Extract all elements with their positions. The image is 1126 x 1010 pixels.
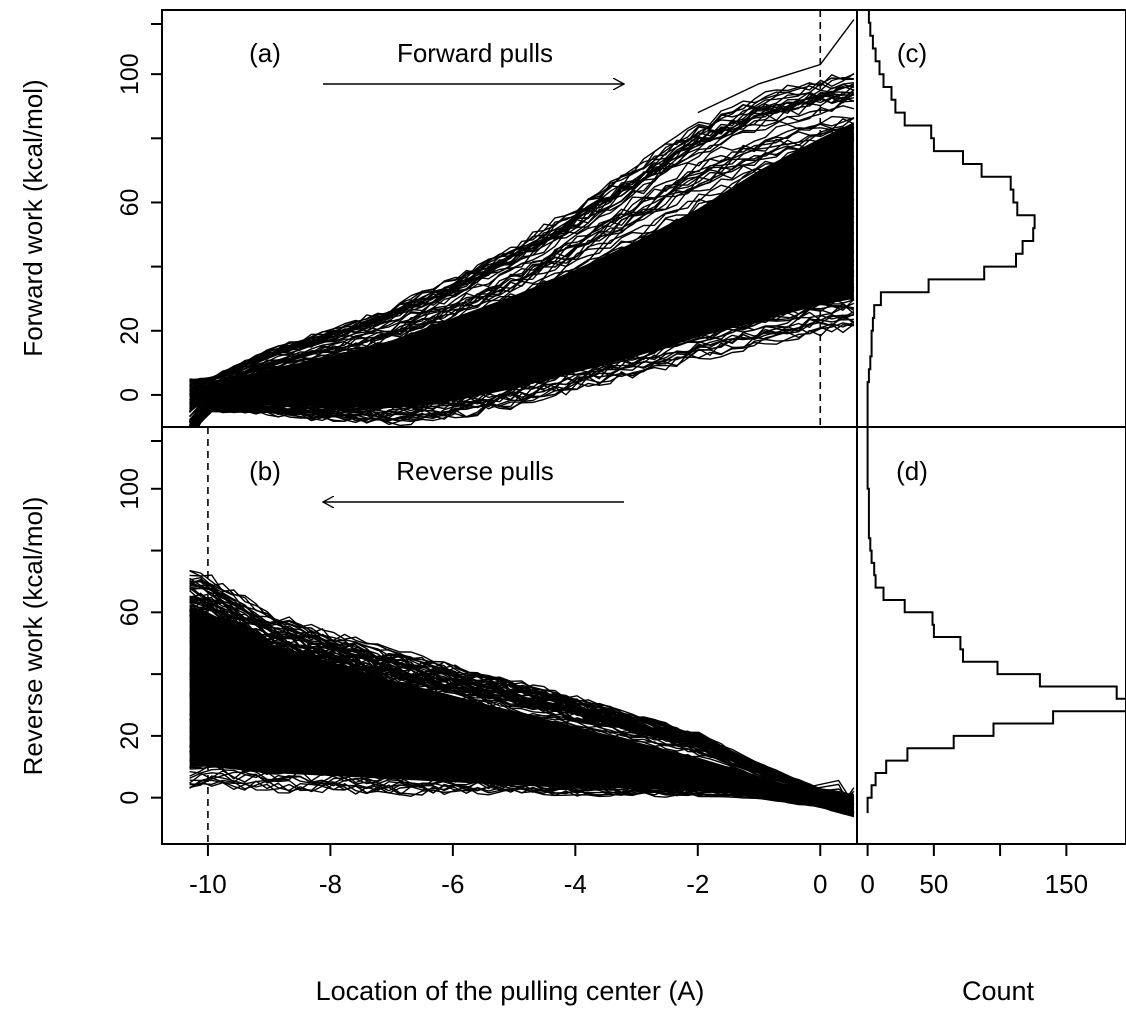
trajectory-line <box>189 678 855 807</box>
x-tick-label: 0 <box>813 869 827 899</box>
y-tick-label: 20 <box>116 722 144 750</box>
trajectory-line <box>190 275 855 427</box>
count-xlabel: Count <box>962 976 1035 1006</box>
trajectory-line <box>191 271 855 427</box>
panel-c-label: (c) <box>897 38 927 68</box>
trajectory-line <box>189 379 212 396</box>
x-tick-label: -8 <box>319 869 342 899</box>
trajectory-line <box>189 570 855 797</box>
trajectory-line <box>189 206 855 413</box>
x-tick-label: 150 <box>1045 869 1088 899</box>
trajectory-line <box>194 286 855 427</box>
trajectory-line <box>189 255 855 427</box>
trajectory-line <box>196 322 855 427</box>
trajectory-line <box>189 584 855 798</box>
panel-b-reverse-work: 0 20 60 100 (b) Reverse pulls Reverse work … <box>18 427 855 844</box>
y-tick-label: 0 <box>116 791 144 805</box>
trajectory-line <box>189 182 855 409</box>
trajectory-line <box>189 657 855 804</box>
trajectory-line <box>758 797 855 809</box>
panel-d-label: (d) <box>896 456 928 486</box>
trajectory-line <box>697 19 855 114</box>
y-tick-label: 20 <box>116 317 144 345</box>
x-tick-label: -2 <box>686 869 709 899</box>
trajectory-line <box>189 199 855 412</box>
trajectory-line <box>189 191 855 413</box>
trajectory-line <box>189 85 855 383</box>
trajectory-line <box>195 302 855 427</box>
trajectory-line <box>193 295 855 427</box>
trajectory-line <box>758 783 855 814</box>
x-tick-label: -10 <box>189 869 227 899</box>
trajectory-line <box>189 117 855 393</box>
trajectory-line <box>758 791 855 802</box>
panel-a-label: (a) <box>249 38 281 68</box>
trajectory-line <box>189 133 855 397</box>
trajectory-line <box>189 770 855 816</box>
trajectory-line <box>189 392 212 413</box>
panel-d-reverse-histogram: (d) <box>866 427 1125 814</box>
x-tick-label: 0 <box>860 869 874 899</box>
trajectory-line <box>189 379 212 396</box>
forward-y-axis: 0 20 60 100 <box>116 23 162 402</box>
reverse-trajectory-lines <box>189 569 855 818</box>
x-tick-label: 50 <box>919 869 948 899</box>
location-xlabel: Location of the pulling center (A) <box>316 976 705 1006</box>
trajectory-line <box>189 240 855 422</box>
trajectory-line <box>189 221 855 418</box>
reverse-work-ylabel: Reverse work (kcal/mol) <box>18 497 48 776</box>
trajectory-line <box>196 314 855 427</box>
y-tick-label: 100 <box>116 53 144 95</box>
trajectory-line <box>189 105 855 389</box>
trajectory-line <box>758 787 855 811</box>
panel-b-label: (b) <box>249 456 281 486</box>
trajectory-line <box>189 594 855 798</box>
trajectory-line <box>189 692 855 809</box>
trajectory-line <box>189 165 855 404</box>
x-tick-label: -6 <box>441 869 464 899</box>
forward-trajectory-lines <box>189 19 855 427</box>
y-tick-label: 100 <box>116 468 144 510</box>
count-x-axis: 0 50 150 <box>860 844 1088 899</box>
trajectory-line <box>189 180 855 405</box>
trajectory-line <box>189 242 854 424</box>
trajectory-line <box>189 239 855 423</box>
reverse-pulls-annotation: Reverse pulls <box>396 456 554 486</box>
y-tick-label: 60 <box>116 598 144 626</box>
panel-a-forward-work: 0 20 60 100 (a) Forward pulls Forward work … <box>18 10 855 427</box>
trajectory-line <box>189 74 854 381</box>
trajectory-line <box>189 607 855 800</box>
trajectory-line <box>189 732 855 812</box>
forward-work-ylabel: Forward work (kcal/mol) <box>18 79 48 356</box>
forward-work-histogram <box>866 10 1036 427</box>
location-x-axis: -10 -8 -6 -4 -2 0 <box>189 843 827 899</box>
trajectory-line <box>189 746 855 814</box>
trajectory-line <box>189 82 854 383</box>
trajectory-line <box>189 127 855 392</box>
reverse-work-histogram <box>866 427 1125 814</box>
y-tick-label: 60 <box>116 189 144 217</box>
trajectory-line <box>189 658 855 804</box>
trajectory-line <box>189 388 212 401</box>
trajectory-line <box>189 222 855 417</box>
forward-pulls-annotation: Forward pulls <box>397 38 553 68</box>
trajectory-line <box>192 279 855 427</box>
trajectory-line <box>189 151 854 401</box>
trajectory-line <box>189 708 855 811</box>
trajectory-line <box>191 274 855 427</box>
y-tick-label: 0 <box>116 388 144 402</box>
x-tick-label: -4 <box>564 869 587 899</box>
trajectory-line <box>189 626 855 801</box>
trajectory-line <box>189 118 855 392</box>
reverse-y-axis: 0 20 60 100 <box>116 440 162 805</box>
trajectory-line <box>189 268 854 427</box>
panel-c-forward-histogram: (c) <box>866 10 1036 427</box>
